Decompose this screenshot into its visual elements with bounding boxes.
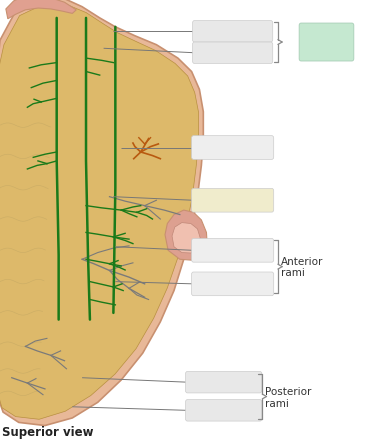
Polygon shape [172, 223, 200, 253]
FancyBboxPatch shape [185, 400, 262, 421]
FancyBboxPatch shape [192, 21, 273, 42]
Polygon shape [165, 210, 207, 260]
FancyBboxPatch shape [185, 371, 262, 393]
FancyBboxPatch shape [192, 272, 274, 296]
Polygon shape [0, 0, 203, 426]
FancyBboxPatch shape [192, 135, 274, 159]
Polygon shape [6, 0, 76, 19]
Text: Anterior
rami: Anterior rami [281, 257, 323, 278]
FancyBboxPatch shape [192, 42, 273, 63]
Text: Posterior
rami: Posterior rami [265, 387, 312, 409]
FancyBboxPatch shape [192, 188, 274, 212]
FancyBboxPatch shape [299, 23, 354, 61]
FancyBboxPatch shape [192, 239, 274, 262]
Text: Superior view: Superior view [2, 426, 93, 439]
Polygon shape [0, 4, 199, 419]
